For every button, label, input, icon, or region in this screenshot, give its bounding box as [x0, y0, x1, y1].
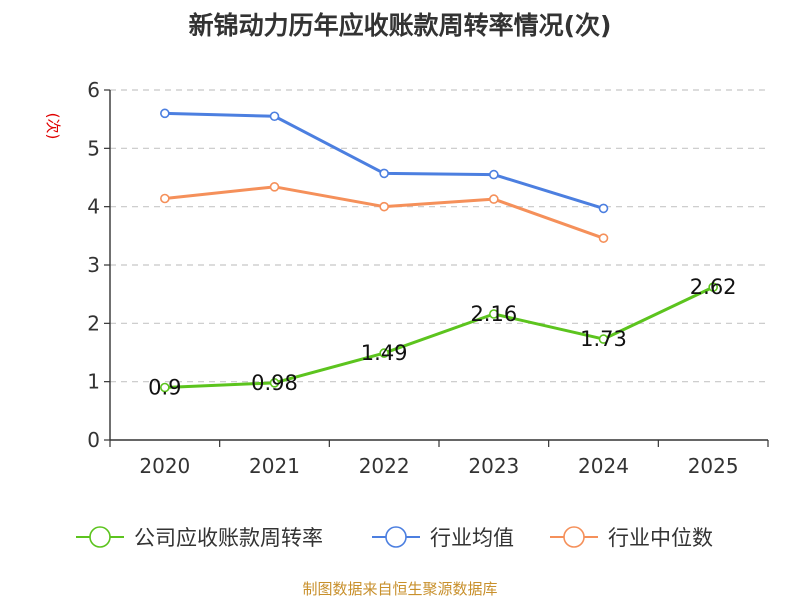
x-tick-label: 2022 [359, 454, 410, 478]
data-point[interactable] [708, 282, 718, 292]
data-point[interactable] [489, 194, 499, 204]
y-tick-label: 2 [87, 311, 100, 335]
legend-item-1[interactable]: 行业均值 [372, 526, 514, 550]
data-label: 0.9 [148, 376, 181, 400]
y-tick-label: 5 [87, 136, 100, 160]
data-label: 2.16 [470, 302, 517, 326]
chart-title: 新锦动力历年应收账款周转率情况(次) [189, 11, 612, 40]
y-tick-label: 1 [87, 370, 100, 394]
axes: 0 1 2 3 4 5 6 2020 2021 2022 2023 2024 2025 [87, 78, 769, 478]
data-point[interactable] [160, 193, 170, 204]
series-line-1 [164, 111, 604, 210]
data-point[interactable] [379, 201, 389, 212]
y-tick-label: 4 [87, 195, 100, 219]
data-label: 1.49 [361, 341, 408, 365]
data-point[interactable] [598, 203, 609, 214]
legend-label: 公司应收账款周转率 [134, 526, 323, 550]
data-point[interactable] [269, 378, 280, 388]
x-tick-label: 2025 [688, 454, 739, 478]
data-point[interactable] [160, 382, 170, 393]
data-point[interactable] [598, 334, 609, 344]
data-point[interactable] [379, 348, 389, 358]
data-point[interactable] [269, 182, 280, 192]
data-point[interactable] [489, 309, 499, 319]
legend-marker [563, 526, 585, 548]
x-tick-label: 2024 [578, 454, 629, 478]
data-point[interactable] [598, 233, 609, 243]
x-tick-label: 2021 [249, 454, 300, 478]
legend-label: 行业均值 [430, 526, 514, 550]
x-tick-label: 2020 [139, 454, 190, 478]
legend-marker [89, 526, 111, 548]
data-point[interactable] [160, 108, 170, 119]
data-point[interactable] [379, 168, 389, 179]
y-tick-label: 3 [87, 253, 100, 277]
legend-label: 行业中位数 [608, 526, 713, 550]
grid-lines [110, 89, 768, 383]
data-label: 1.73 [580, 327, 627, 351]
data-labels: 0.9 0.98 1.49 2.16 1.73 2.62 [148, 275, 736, 399]
legend-item-0[interactable]: 公司应收账款周转率 [76, 526, 323, 550]
y-axis-label: (次) [44, 113, 62, 140]
x-tick-label: 2023 [468, 454, 519, 478]
legend-item-2[interactable]: 行业中位数 [550, 526, 713, 550]
series-line-2 [164, 185, 605, 240]
series-group [160, 108, 718, 393]
series-line-0 [164, 285, 714, 389]
data-point[interactable] [269, 111, 280, 122]
y-tick-label: 6 [87, 78, 100, 102]
y-tick-label: 0 [87, 428, 100, 452]
legend-marker [385, 526, 407, 548]
data-label: 2.62 [690, 275, 737, 299]
data-label: 0.98 [251, 371, 298, 395]
source-footer: 制图数据来自恒生聚源数据库 [302, 580, 497, 598]
data-point[interactable] [489, 169, 499, 180]
legend[interactable]: 公司应收账款周转率 行业均值 行业中位数 [76, 526, 713, 550]
